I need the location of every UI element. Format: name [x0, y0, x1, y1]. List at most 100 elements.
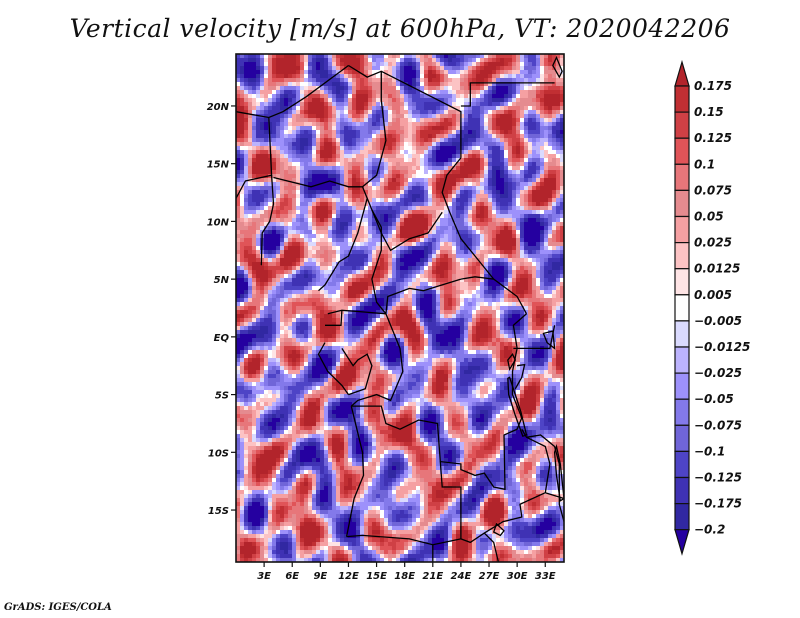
field-cell — [540, 222, 544, 226]
field-cell — [472, 66, 476, 70]
field-cell — [368, 210, 372, 214]
field-cell — [268, 154, 272, 158]
field-cell — [392, 78, 396, 82]
field-cell — [424, 218, 428, 222]
field-cell — [516, 222, 520, 226]
field-cell — [488, 242, 492, 246]
field-cell — [372, 238, 376, 242]
field-cell — [264, 214, 268, 218]
field-cell — [528, 126, 532, 130]
field-cell — [380, 286, 384, 290]
field-cell — [532, 114, 536, 118]
field-cell — [548, 202, 552, 206]
field-cell — [388, 210, 392, 214]
field-cell — [332, 238, 336, 242]
field-cell — [280, 282, 284, 286]
field-cell — [300, 254, 304, 258]
field-cell — [384, 234, 388, 238]
field-cell — [280, 146, 284, 150]
field-cell — [292, 266, 296, 270]
field-cell — [288, 138, 292, 142]
field-cell — [364, 134, 368, 138]
field-cell — [476, 166, 480, 170]
field-cell — [304, 58, 308, 62]
field-cell — [436, 86, 440, 90]
field-cell — [368, 62, 372, 66]
field-cell — [456, 90, 460, 94]
field-cell — [288, 162, 292, 166]
field-cell — [536, 226, 540, 230]
field-cell — [240, 110, 244, 114]
field-cell — [264, 58, 268, 62]
field-cell — [268, 246, 272, 250]
field-cell — [372, 234, 376, 238]
field-cell — [340, 222, 344, 226]
field-cell — [536, 162, 540, 166]
field-cell — [404, 178, 408, 182]
field-cell — [516, 186, 520, 190]
field-cell — [380, 62, 384, 66]
field-cell — [356, 282, 360, 286]
field-cell — [360, 134, 364, 138]
field-cell — [548, 290, 552, 294]
field-cell — [420, 302, 424, 306]
field-cell — [448, 174, 452, 178]
field-cell — [404, 262, 408, 266]
field-cell — [396, 118, 400, 122]
field-cell — [244, 158, 248, 162]
field-cell — [416, 82, 420, 86]
field-cell — [308, 54, 312, 58]
field-cell — [420, 182, 424, 186]
field-cell — [400, 86, 404, 90]
field-cell — [276, 154, 280, 158]
field-cell — [312, 222, 316, 226]
field-cell — [408, 290, 412, 294]
field-cell — [272, 278, 276, 282]
field-cell — [392, 162, 396, 166]
field-cell — [348, 274, 352, 278]
field-cell — [500, 274, 504, 278]
field-cell — [384, 166, 388, 170]
field-cell — [476, 102, 480, 106]
field-cell — [304, 242, 308, 246]
field-cell — [544, 150, 548, 154]
field-cell — [356, 194, 360, 198]
field-cell — [472, 78, 476, 82]
field-cell — [296, 274, 300, 278]
field-cell — [320, 258, 324, 262]
field-cell — [392, 286, 396, 290]
field-cell — [368, 174, 372, 178]
field-cell — [344, 254, 348, 258]
field-cell — [312, 102, 316, 106]
field-cell — [520, 58, 524, 62]
field-cell — [332, 90, 336, 94]
field-cell — [296, 166, 300, 170]
field-cell — [484, 154, 488, 158]
field-cell — [268, 206, 272, 210]
field-cell — [272, 158, 276, 162]
field-cell — [320, 74, 324, 78]
field-cell — [496, 86, 500, 90]
field-cell — [284, 98, 288, 102]
field-cell — [352, 202, 356, 206]
field-cell — [532, 210, 536, 214]
field-cell — [440, 118, 444, 122]
field-cell — [484, 254, 488, 258]
field-cell — [452, 114, 456, 118]
field-cell — [524, 114, 528, 118]
field-cell — [552, 74, 556, 78]
field-cell — [296, 250, 300, 254]
field-cell — [548, 94, 552, 98]
field-cell — [392, 118, 396, 122]
field-cell — [312, 206, 316, 210]
field-cell — [420, 218, 424, 222]
field-cell — [464, 182, 468, 186]
field-cell — [364, 118, 368, 122]
field-cell — [328, 186, 332, 190]
field-cell — [528, 210, 532, 214]
field-cell — [328, 82, 332, 86]
field-cell — [296, 126, 300, 130]
field-cell — [548, 242, 552, 246]
field-cell — [352, 146, 356, 150]
field-cell — [384, 270, 388, 274]
